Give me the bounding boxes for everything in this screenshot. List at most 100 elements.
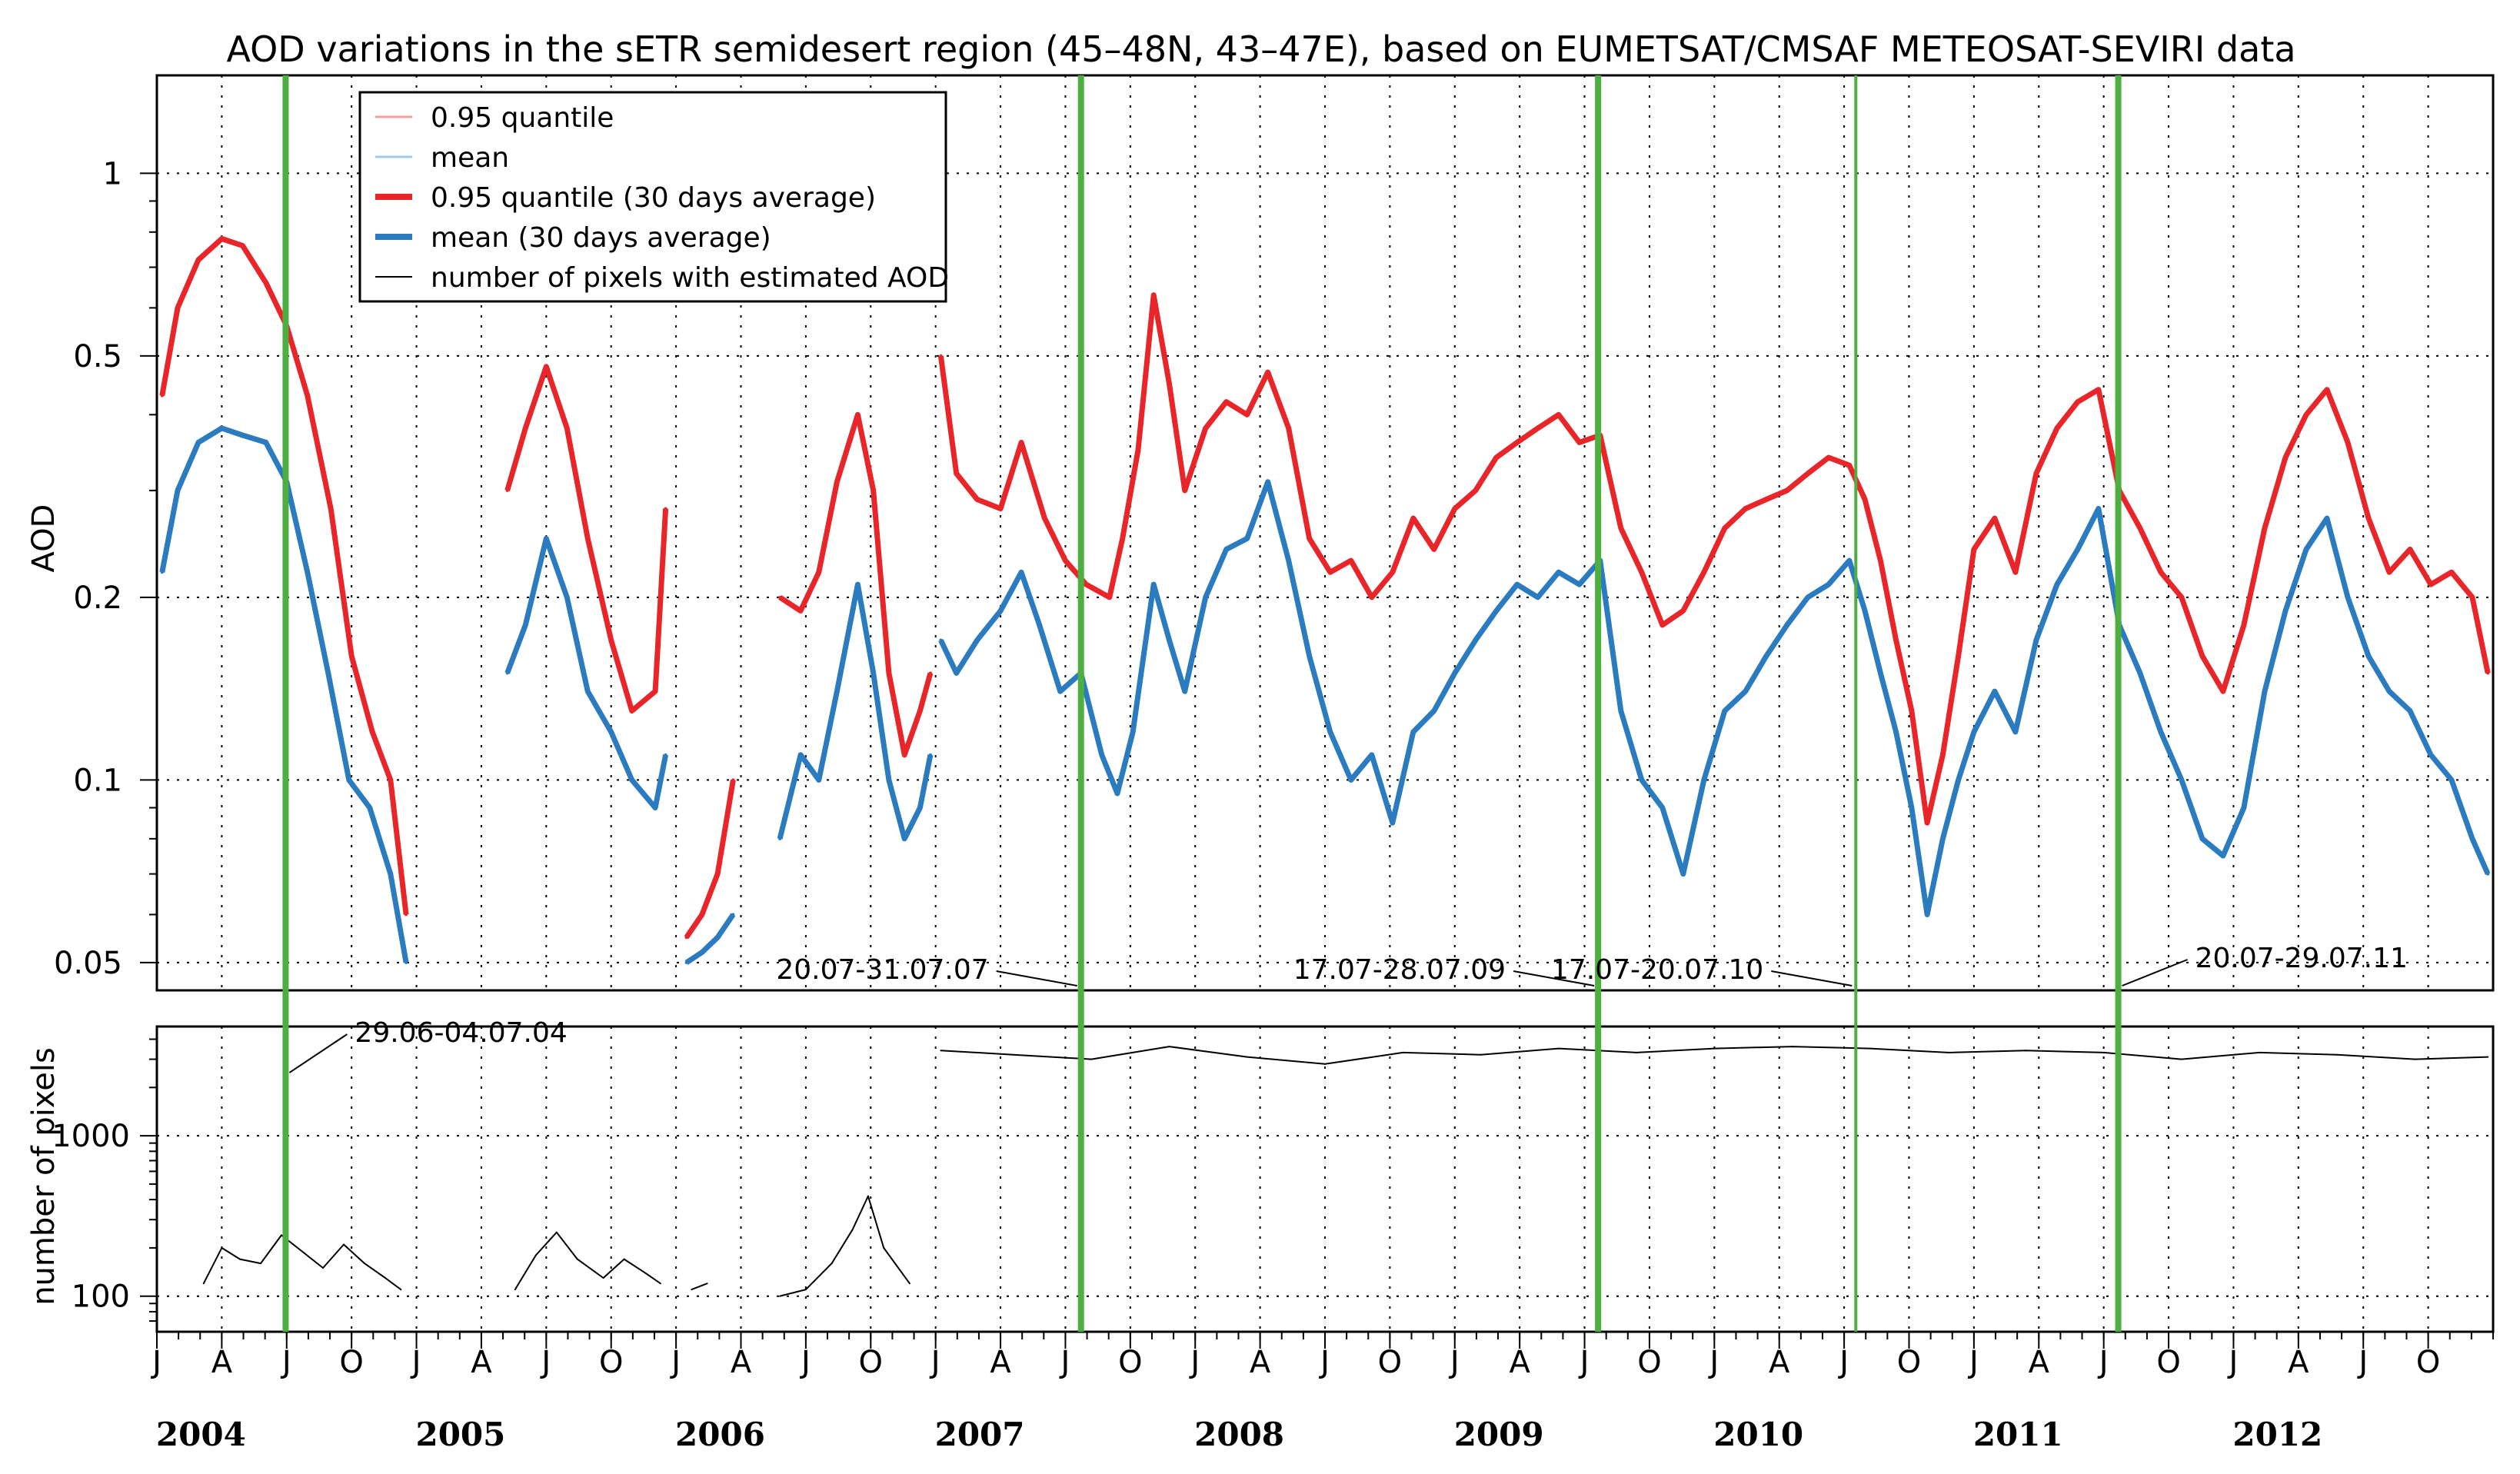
mean-avg-line-point <box>928 753 932 757</box>
x-month-label: J <box>410 1345 421 1380</box>
q95-avg-line-point <box>778 595 782 599</box>
q95-avg-line-point <box>524 426 528 430</box>
x-month-label: J <box>2227 1345 2239 1380</box>
pixel-count-line-point <box>514 1289 516 1291</box>
mean-avg-line-point <box>1473 638 1477 642</box>
x-month-label: J <box>669 1345 681 1380</box>
mean-avg-line-point <box>1879 671 1883 675</box>
q95-avg-line-point <box>2159 571 2162 574</box>
q95-avg-line-point <box>2096 388 2100 391</box>
x-month-label: O <box>339 1345 363 1380</box>
mean-avg-line-point <box>939 638 943 642</box>
mean-avg-line-point <box>2221 853 2225 857</box>
mean-avg-line-point <box>2366 654 2370 658</box>
pixel-count-line-point <box>400 1289 402 1291</box>
mean-avg-line-point <box>871 671 875 675</box>
q95-avg-line-point <box>1577 441 1581 444</box>
q95-avg-line-point <box>1453 507 1456 511</box>
q95-avg-line-point <box>1681 609 1685 613</box>
x-month-label: O <box>1637 1345 1661 1380</box>
q95-avg-line-point <box>1894 638 1898 642</box>
x-month-label: J <box>1059 1345 1070 1380</box>
q95-avg-line-point <box>609 638 613 642</box>
mean-avg-line-point <box>2387 690 2391 694</box>
x-month-label: J <box>2356 1345 2368 1380</box>
x-year-label: 2011 <box>1973 1416 2063 1453</box>
mean-avg-line-point <box>220 426 224 430</box>
mean-avg-line <box>504 535 669 810</box>
pixel-count-line-point <box>281 1234 283 1236</box>
pixel-count-line-point <box>2336 1053 2339 1056</box>
pixel-count-line-point <box>1324 1063 1326 1065</box>
q95-avg-line-point <box>700 913 704 917</box>
mean-avg-line-point <box>2325 517 2329 521</box>
mean-avg-line-point <box>1037 623 1041 627</box>
q95-avg-line-point <box>835 480 839 484</box>
mean-avg-line-point <box>2179 778 2183 782</box>
mean-avg-line-point <box>404 960 408 964</box>
q95-avg-line-point <box>918 709 922 713</box>
q95-avg-line-point <box>1863 497 1867 501</box>
q95-avg-line-point <box>329 507 333 511</box>
q95-avg-line-point <box>1847 464 1851 467</box>
q95-avg-line-point <box>654 690 657 694</box>
mean-avg-line-point <box>2345 595 2349 599</box>
pixel-count-line-point <box>1402 1051 1404 1053</box>
q95-avg-line-point <box>999 507 1003 511</box>
q95-avg-line-point <box>871 488 875 492</box>
mean-avg-line-point <box>2076 547 2079 551</box>
mean-avg-line-point <box>305 571 309 574</box>
mean-avg-line-point <box>1390 821 1394 825</box>
mean-avg-line-point <box>817 778 821 782</box>
mean-avg-line <box>684 913 736 965</box>
lower-panel-series <box>202 1046 2489 1297</box>
pixel-count-line-point <box>2025 1050 2027 1052</box>
mean-avg-line-point <box>654 806 657 810</box>
q95-avg-line-point <box>388 778 392 782</box>
q95-avg-line <box>684 779 736 940</box>
q95-avg-line-point <box>1183 488 1187 492</box>
x-month-label: O <box>2156 1345 2180 1380</box>
pixel-count-line-point <box>779 1295 781 1297</box>
mean-avg-line-point <box>1115 791 1119 795</box>
mean-avg-line-point <box>2262 690 2266 694</box>
q95-avg-line-point <box>241 244 245 248</box>
mean-avg-line-point <box>1203 595 1207 599</box>
q95-avg-line-point <box>2428 583 2432 587</box>
axes: J A J O J A J O J A J O J A J O J A J O J A J O J A J O J A J O J A J O 2004… <box>52 156 2494 1453</box>
y-tick-label: 1000 <box>52 1119 130 1154</box>
q95-avg-line-point <box>586 537 590 541</box>
mean-avg-line-point <box>1681 872 1685 876</box>
mean-avg-line-point <box>2242 806 2245 810</box>
x-year-label: 2010 <box>1713 1416 1803 1453</box>
q95-avg-line-point <box>160 394 164 398</box>
mean-avg-line-point <box>1785 623 1789 627</box>
pixel-count-line <box>691 1283 707 1291</box>
mean-avg-line-point <box>326 671 330 675</box>
q95-avg-line-point <box>1556 413 1560 417</box>
q95-avg-line-point <box>1743 507 1747 511</box>
mean-avg-line-point <box>903 837 907 840</box>
q95-avg-line-point <box>1266 371 1270 374</box>
q95-avg-line-point <box>1203 426 1207 430</box>
pixel-count-line-point <box>239 1258 241 1260</box>
q95-avg-line-point <box>1702 571 1706 574</box>
legend-box <box>358 91 947 303</box>
q95-avg-line-point <box>817 571 821 574</box>
q95-avg-line-point <box>1020 441 1024 444</box>
q95-avg-line-point <box>2366 517 2370 521</box>
pixel-count-line-point <box>659 1283 661 1285</box>
pixel-count-line-point <box>301 1250 304 1253</box>
q95-avg-line-point <box>565 426 569 430</box>
mean-avg-line-point <box>1287 558 1290 562</box>
mean-avg-line-point <box>1992 690 1996 694</box>
x-month-label: J <box>280 1345 291 1380</box>
q95-avg-line-point <box>1926 821 1929 825</box>
mean-avg-line-point <box>1349 778 1353 782</box>
mean-avg-line-point <box>368 806 371 810</box>
q95-avg-line-point <box>2486 671 2490 675</box>
q95-avg-line-point <box>2242 623 2245 627</box>
q95-avg-line-point <box>1152 293 1156 297</box>
pixel-count-line-point <box>221 1246 223 1249</box>
q95-avg-line-point <box>1411 517 1415 521</box>
